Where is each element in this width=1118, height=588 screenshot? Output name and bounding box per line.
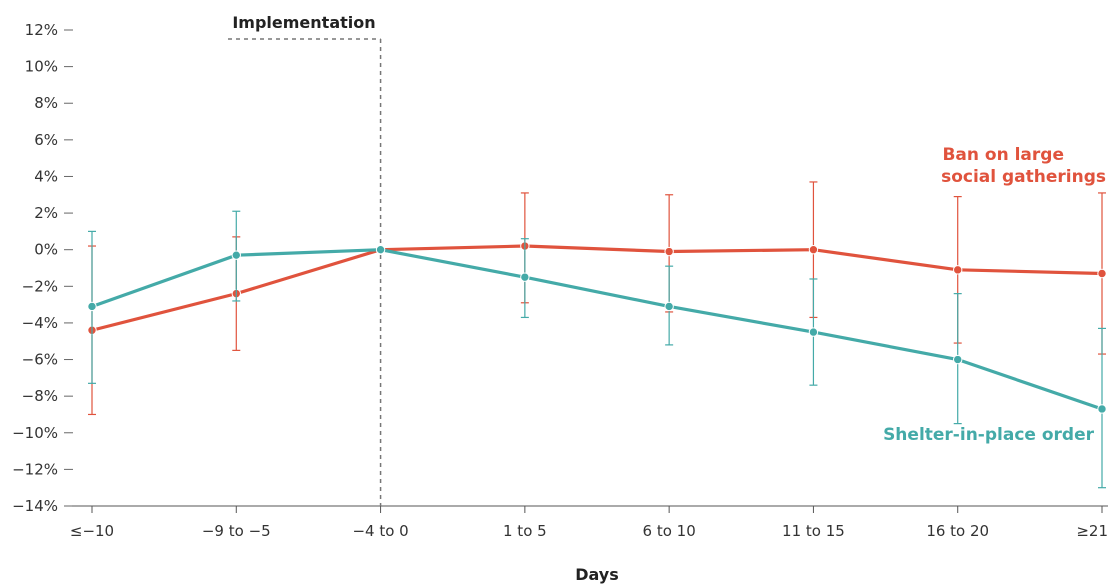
data-point bbox=[953, 265, 963, 275]
implementation-label: Implementation bbox=[232, 13, 375, 32]
y-tick-label: 4% bbox=[34, 167, 58, 185]
x-tick-label: 1 to 5 bbox=[503, 522, 547, 540]
y-tick-label: 6% bbox=[34, 131, 58, 149]
series-layer bbox=[87, 181, 1107, 489]
data-point bbox=[1097, 404, 1107, 414]
x-tick-label: −9 to −5 bbox=[202, 522, 271, 540]
y-tick-label: −12% bbox=[12, 460, 58, 478]
data-point bbox=[520, 272, 530, 282]
x-tick-label: ≤−10 bbox=[70, 522, 114, 540]
x-tick-label: 11 to 15 bbox=[782, 522, 845, 540]
series-label-line: social gatherings bbox=[941, 167, 1106, 187]
y-tick-label: 0% bbox=[34, 241, 58, 259]
data-point bbox=[664, 301, 674, 312]
y-tick-label: 8% bbox=[34, 94, 58, 112]
y-tick-label: −2% bbox=[22, 277, 58, 295]
data-point bbox=[808, 327, 819, 337]
y-tick-label: −10% bbox=[12, 424, 58, 442]
series-labels: Ban on large social gatherings Shelter-in-… bbox=[883, 145, 1106, 445]
series-line bbox=[90, 248, 1104, 411]
series-shelter-in-place bbox=[87, 210, 1107, 489]
data-point bbox=[953, 354, 963, 365]
y-tick-label: −6% bbox=[22, 351, 58, 369]
y-tick-label: 10% bbox=[25, 58, 58, 76]
series-label-ban-on-large-gatherings: Ban on large social gatherings bbox=[941, 145, 1106, 187]
data-point bbox=[231, 250, 241, 260]
x-tick-label: −4 to 0 bbox=[352, 522, 408, 540]
y-tick-label: 12% bbox=[25, 21, 58, 39]
data-point bbox=[87, 301, 97, 312]
x-tick-label: 16 to 20 bbox=[926, 522, 989, 540]
y-tick-label: −8% bbox=[22, 387, 58, 405]
series-label-line: Ban on large bbox=[942, 145, 1064, 165]
x-tick-label: ≥21 bbox=[1076, 522, 1108, 540]
x-axis: ≤−10 −9 to −5 −4 to 0 1 to 5 6 to 10 11 to 15… bbox=[70, 505, 1108, 540]
data-point bbox=[1097, 268, 1107, 279]
x-tick-label: 6 to 10 bbox=[643, 522, 696, 540]
series-ban-on-large-gatherings bbox=[87, 181, 1107, 416]
data-point bbox=[664, 246, 674, 257]
data-point bbox=[375, 244, 386, 255]
y-axis: 12% 10% 8% 6% 4% 2% 0% −2% −4% −6% −8% −10% −12% −14% bbox=[12, 21, 73, 515]
series-label-shelter-in-place: Shelter-in-place order bbox=[883, 425, 1095, 445]
y-tick-label: −14% bbox=[12, 497, 58, 515]
x-axis-title: Days bbox=[575, 565, 619, 584]
data-point bbox=[808, 244, 819, 255]
y-tick-label: 2% bbox=[34, 204, 58, 222]
y-tick-label: −4% bbox=[22, 314, 58, 332]
implementation-annotation: Implementation bbox=[228, 13, 382, 506]
series-line bbox=[90, 244, 1104, 332]
